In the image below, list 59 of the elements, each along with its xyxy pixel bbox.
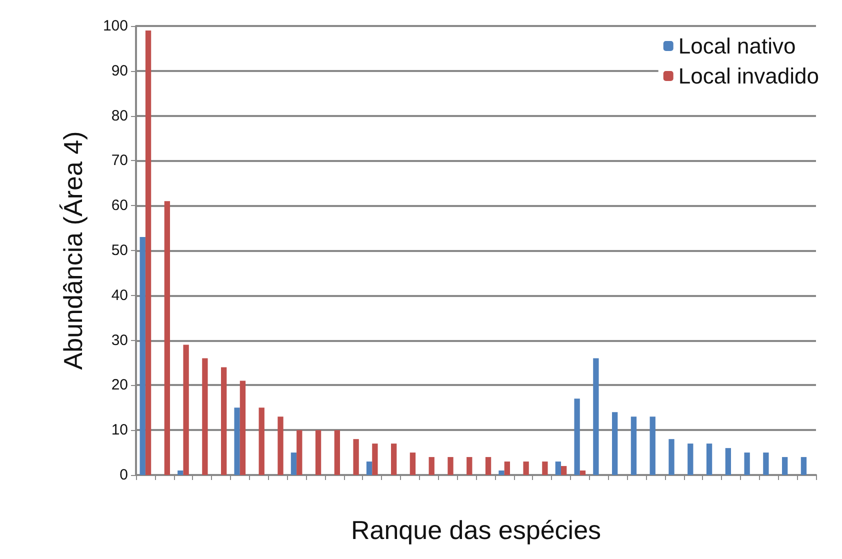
bar xyxy=(485,457,492,475)
bar xyxy=(744,452,750,475)
bar xyxy=(258,408,264,475)
y-tick-label: 10 xyxy=(111,422,128,439)
bar xyxy=(725,448,731,475)
y-tick-label: 60 xyxy=(111,197,128,214)
y-tick-label: 40 xyxy=(111,286,128,304)
bar xyxy=(800,457,807,475)
bar xyxy=(290,452,297,475)
y-tick-label: 50 xyxy=(111,242,128,259)
y-tick-label: 20 xyxy=(111,376,128,394)
bar xyxy=(221,367,227,475)
bar xyxy=(296,430,302,475)
y-tick-label: 80 xyxy=(111,107,128,124)
bar xyxy=(574,398,580,475)
y-tick-label: 100 xyxy=(102,18,128,34)
bar xyxy=(234,408,240,475)
bar xyxy=(668,439,674,475)
bar xyxy=(612,412,618,475)
bar xyxy=(353,439,359,475)
bar xyxy=(278,416,284,475)
y-tick-label: 90 xyxy=(111,62,128,80)
y-tick-label: 30 xyxy=(111,332,128,349)
bar xyxy=(466,457,472,475)
bar xyxy=(240,380,246,475)
bar xyxy=(650,416,656,475)
legend-label: Local nativo xyxy=(678,34,796,58)
bar xyxy=(498,470,504,475)
y-tick-label: 0 xyxy=(120,466,128,484)
y-tick-label: 70 xyxy=(111,152,128,170)
bar xyxy=(164,201,170,475)
bar xyxy=(145,30,152,475)
bar xyxy=(448,457,454,475)
bar xyxy=(202,358,208,475)
bar xyxy=(334,430,340,475)
bar xyxy=(688,444,694,475)
bar xyxy=(410,452,416,475)
bar xyxy=(372,444,378,475)
bar xyxy=(391,444,397,475)
bar xyxy=(428,457,434,475)
bar xyxy=(504,462,510,475)
bar xyxy=(782,457,788,475)
legend-label: Local invadido xyxy=(678,64,820,88)
bar xyxy=(178,470,184,475)
y-axis-title: Abundância (Área 4) xyxy=(58,131,88,370)
bar xyxy=(140,237,146,475)
bar xyxy=(763,452,769,475)
bar xyxy=(593,358,599,475)
bar xyxy=(315,430,322,475)
bar xyxy=(561,466,567,475)
bar xyxy=(183,344,189,475)
bar xyxy=(706,444,712,475)
bar xyxy=(630,416,637,475)
bar xyxy=(542,462,548,475)
bar xyxy=(555,462,561,475)
bar xyxy=(580,470,586,475)
x-axis-title: Ranque das espécies xyxy=(350,515,602,545)
bar xyxy=(523,462,529,475)
bar xyxy=(366,462,372,475)
